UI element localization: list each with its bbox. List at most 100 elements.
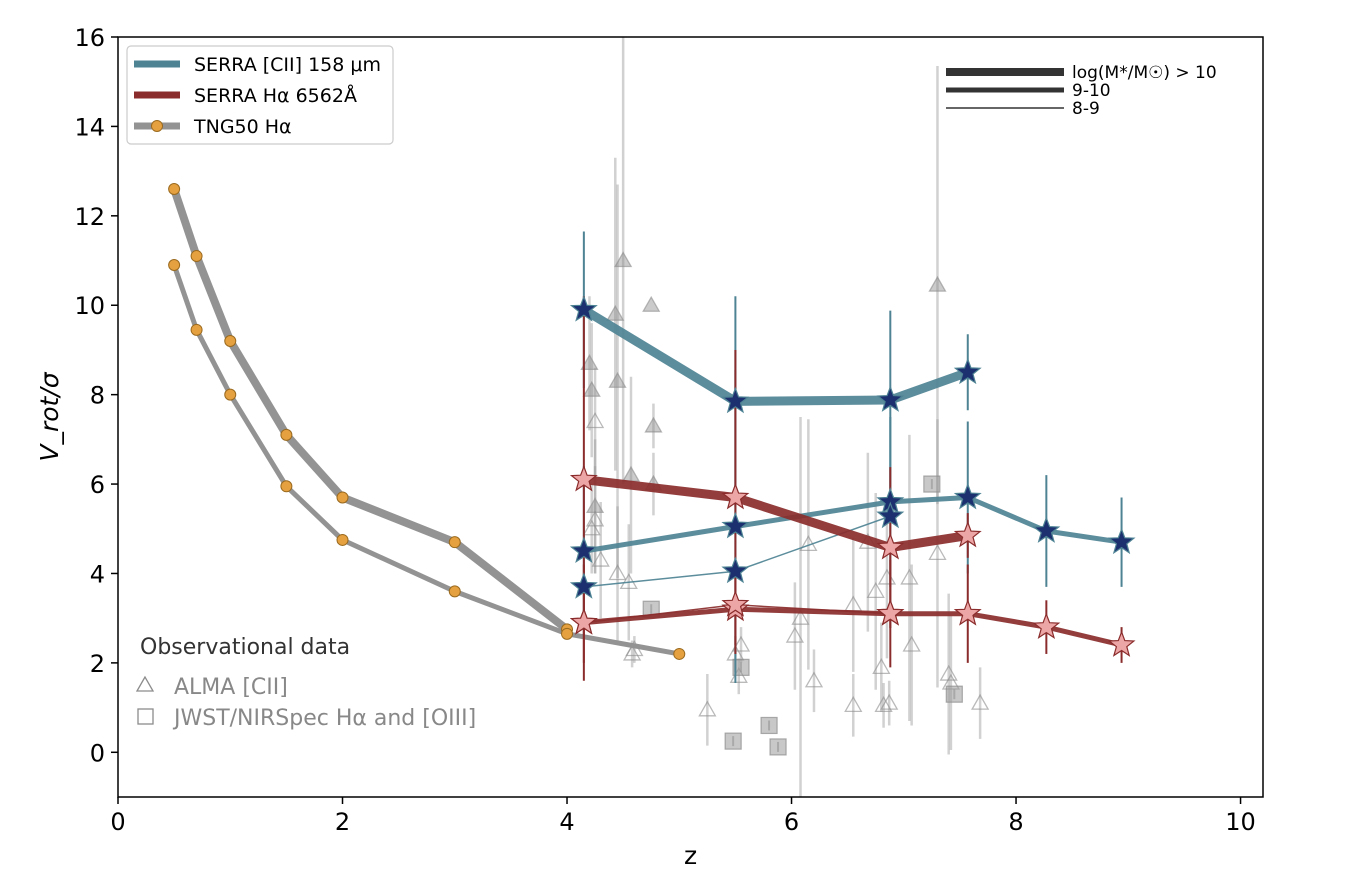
- serra-halpha-star: [1107, 630, 1136, 657]
- serra-cii-star: [569, 536, 598, 563]
- serra-halpha-star: [876, 532, 905, 560]
- serra-cii-star: [569, 572, 598, 599]
- jwst-point: [769, 738, 787, 756]
- serra-cii-star: [721, 556, 750, 584]
- alma-point: [844, 696, 863, 713]
- alma-point: [731, 635, 751, 652]
- obs-legend-triangle: [135, 675, 155, 692]
- jwst-point: [760, 716, 778, 735]
- y-tick-label: 10: [74, 292, 105, 320]
- obs-legend-square: [137, 708, 154, 725]
- serra-halpha-star: [569, 464, 598, 492]
- axes-layer: 0 2 4 6 8 10 0 2 4 6 8 10 12 14 16 z V_rot/σ: [35, 24, 1256, 870]
- alma-point: [621, 465, 641, 482]
- plot-frame: [117, 36, 1264, 798]
- tng-point: [280, 480, 293, 493]
- serra-halpha-star: [876, 598, 905, 626]
- observational-data-layer: [580, 37, 990, 797]
- tng-point: [336, 491, 349, 504]
- alma-point: [582, 380, 601, 397]
- tng-point: [168, 183, 181, 195]
- legend-label: TNG50 Hα: [193, 116, 292, 138]
- legend-box: [126, 45, 394, 145]
- alma-point: [585, 412, 605, 429]
- alma-point: [608, 564, 627, 581]
- tng-point: [190, 250, 203, 263]
- serra-halpha-star: [721, 482, 750, 510]
- alma-point: [970, 693, 990, 710]
- tng-point: [336, 533, 349, 546]
- y-tick-label: 6: [90, 471, 105, 499]
- x-tick-label: 6: [784, 808, 799, 836]
- y-tick-label: 2: [90, 650, 105, 678]
- jwst-point: [732, 658, 750, 676]
- series-line: [579, 475, 973, 552]
- serra-halpha-star: [1032, 612, 1061, 639]
- y-tick-label: 8: [90, 382, 105, 410]
- serra-cii-star: [1107, 527, 1136, 555]
- alma-point: [928, 275, 947, 292]
- y-tick-label: 14: [74, 113, 105, 141]
- mass-legend-label: 8-9: [1072, 99, 1100, 119]
- alma-point: [614, 251, 633, 268]
- alma-point: [874, 696, 893, 713]
- obs-legend-label: ALMA [CII]: [174, 675, 288, 700]
- mass-legend-label: 9-10: [1072, 81, 1111, 101]
- x-axis-label: z: [684, 841, 697, 870]
- serra-cii-star: [1032, 516, 1061, 543]
- alma-point: [872, 658, 891, 675]
- marker-layer: [168, 183, 1136, 660]
- alma-point: [642, 295, 661, 312]
- jwst-point: [724, 732, 742, 750]
- series-line: [581, 495, 1125, 554]
- y-axis-label: V_rot/σ: [35, 371, 64, 461]
- x-tick-label: 4: [559, 808, 574, 836]
- alma-point: [928, 544, 947, 561]
- alma-point: [791, 608, 810, 625]
- jwst-point: [945, 685, 963, 703]
- alma-point: [866, 582, 885, 599]
- series-line: [579, 305, 973, 406]
- alma-point: [644, 416, 663, 433]
- serra-halpha-star: [953, 598, 982, 626]
- serra-cii-star: [876, 385, 905, 412]
- series-line: [581, 606, 1125, 648]
- serra-halpha-star: [569, 607, 598, 635]
- x-tick-label: 8: [1008, 808, 1023, 836]
- serra-cii-star: [721, 386, 750, 414]
- legend-marker: [151, 120, 163, 132]
- tng-point: [168, 259, 181, 271]
- tng-point: [224, 388, 237, 401]
- alma-point: [582, 519, 601, 536]
- legend-label: SERRA Hα 6562Å: [194, 84, 357, 107]
- y-tick-label: 12: [74, 203, 105, 231]
- tng-point: [190, 323, 203, 336]
- y-tick-label: 4: [90, 560, 105, 588]
- x-tick-label: 10: [1225, 808, 1256, 836]
- alma-point: [804, 671, 824, 688]
- observational-legend-title: Observational data: [140, 635, 350, 660]
- y-tick-label: 0: [90, 739, 105, 767]
- serra-cii-star: [953, 482, 982, 510]
- alma-point: [880, 693, 899, 710]
- tng-point: [673, 647, 686, 660]
- x-tick-label: 0: [110, 808, 125, 836]
- tng-point: [280, 428, 293, 441]
- serra-halpha-star: [721, 590, 750, 617]
- obs-legend-label: JWST/NIRSpec Hα and [OIII]: [172, 706, 476, 731]
- alma-point: [606, 304, 625, 321]
- alma-point: [900, 568, 919, 585]
- alma-point: [902, 635, 921, 652]
- tng-point: [224, 335, 237, 347]
- series-line: [170, 185, 571, 634]
- series-line: [171, 262, 682, 657]
- tng-point: [561, 627, 574, 640]
- serra-cii-star: [569, 295, 598, 322]
- serra-cii-star: [953, 357, 982, 385]
- alma-point: [698, 700, 717, 717]
- serra-cii-star: [876, 501, 905, 529]
- x-tick-label: 2: [335, 808, 350, 836]
- y-tick-label: 16: [74, 24, 105, 52]
- serra-halpha-star: [953, 520, 982, 548]
